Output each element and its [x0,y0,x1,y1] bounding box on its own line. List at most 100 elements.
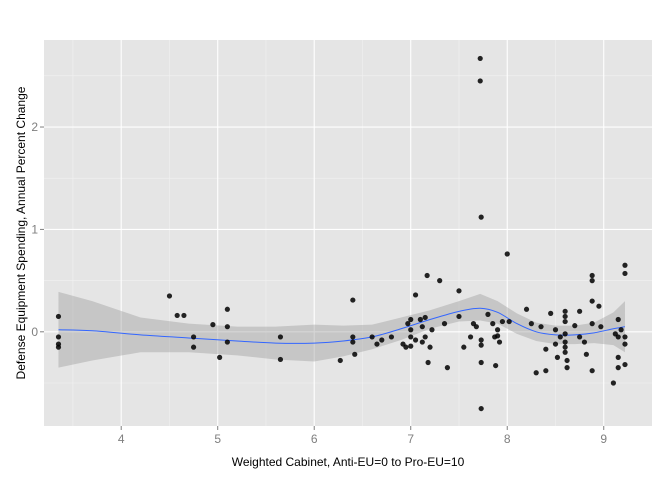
data-point [444,365,451,371]
y-tick-label: 0 [31,325,38,339]
data-point [408,327,414,333]
data-point [485,311,491,317]
data-point [467,334,474,340]
minor-gridlines [44,40,652,426]
data-point [55,313,62,320]
data-point [473,324,479,330]
data-point [217,354,223,361]
data-point [598,324,604,330]
data-point [562,344,568,350]
data-point [577,334,583,340]
y-axis-title: Defense Equipment Spending, Annual Perce… [14,86,28,379]
data-point [562,349,568,355]
data-point [190,344,197,350]
data-point [490,321,496,327]
data-point [610,380,616,386]
data-point [429,327,435,333]
data-point [562,339,568,345]
data-point [224,324,230,330]
confidence-band [58,291,625,368]
data-point [374,341,380,347]
data-point [615,365,621,371]
data-point [622,334,628,340]
data-point [337,357,343,364]
data-point [456,313,462,320]
data-point [277,334,284,340]
data-point [55,334,62,340]
data-point [408,334,414,340]
data-point [496,339,503,345]
data-point [552,327,559,333]
data-point [615,354,621,361]
data-point [494,327,501,333]
data-points [55,55,628,412]
data-point [419,324,425,330]
data-point [461,344,467,350]
data-point [528,321,534,327]
data-point [224,306,230,312]
data-point [572,323,578,329]
data-point [538,324,544,330]
data-point [477,55,483,62]
data-point [350,339,356,345]
data-point [554,354,561,361]
data-point [589,272,595,279]
x-axis-ticks: 4 5 6 7 8 9 [118,426,607,446]
data-point [174,312,180,319]
data-point [350,297,356,303]
data-point [615,316,621,323]
x-tick-label: 9 [600,432,607,446]
data-point [422,334,428,340]
data-point [369,334,375,340]
data-point [589,368,595,374]
data-point [403,344,409,350]
x-tick-label: 7 [407,432,414,446]
data-point [437,278,443,284]
data-point [583,351,589,357]
data-point [478,337,484,343]
data-point [577,308,583,314]
data-point [417,316,423,323]
smooth-line [58,307,626,344]
y-tick-label: 2 [31,120,38,134]
data-point [478,405,484,412]
data-point [424,272,430,279]
data-point [562,313,568,320]
y-tick-label: 1 [31,222,38,236]
data-point [557,334,563,340]
data-point [564,357,570,364]
x-axis-title: Weighted Cabinet, Anti-EU=0 to Pro-EU=10 [232,455,465,469]
data-point [589,278,595,284]
data-point [441,321,448,327]
data-point [622,270,628,277]
data-point [422,314,428,321]
data-point [589,298,595,304]
data-point [405,321,411,327]
data-point [224,339,230,345]
data-point [55,344,62,350]
data-point [277,356,284,363]
x-tick-label: 5 [214,432,221,446]
data-point [210,322,216,328]
data-point [543,368,549,374]
data-point [181,312,187,319]
data-point [615,334,621,340]
data-point [596,303,602,309]
x-tick-label: 4 [118,432,125,446]
data-point [618,327,624,333]
x-tick-label: 8 [504,432,511,446]
data-point [412,292,419,298]
data-point [478,214,484,220]
y-axis-ticks: 0 1 2 [31,120,44,339]
data-point [388,334,395,340]
data-point [166,293,173,299]
data-point [506,318,512,325]
data-point [622,262,628,268]
data-point [350,334,356,340]
data-point [548,310,554,316]
data-point [499,318,506,325]
data-point [622,361,628,368]
data-point [425,359,431,366]
data-point [622,341,628,347]
data-point [352,351,358,357]
